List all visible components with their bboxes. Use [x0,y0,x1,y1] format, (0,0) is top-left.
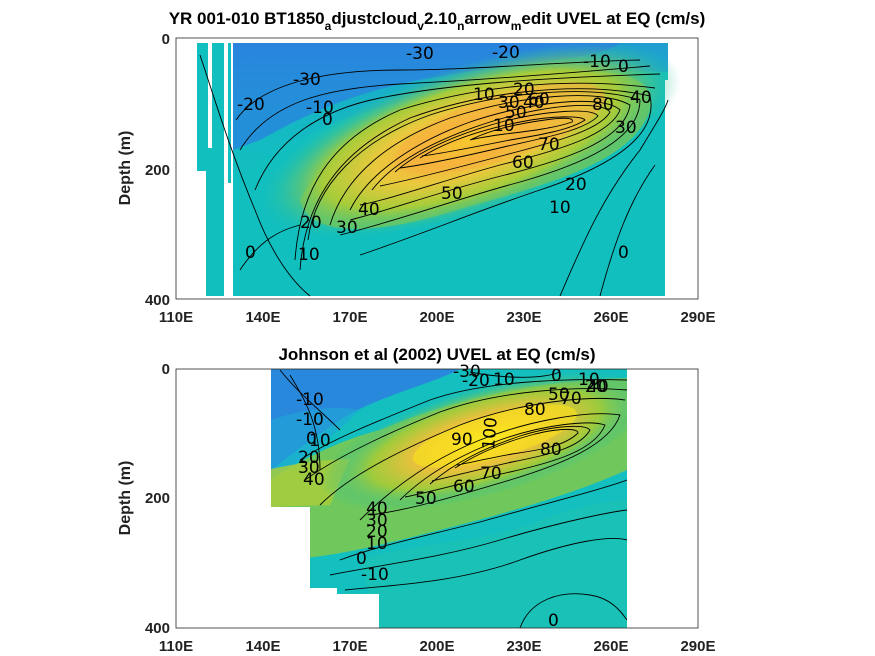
contour-label: -10 [296,410,324,430]
contour-label: 100 [479,416,502,450]
contour-label: 0 [306,429,317,449]
panel-2-y-axis: 0 200 400 Depth (m) [117,361,170,637]
contour-label: 20 [565,175,587,195]
contour-label: -20 [462,371,490,391]
x-tick-label: 260E [593,309,628,326]
contour-label: 40 [303,470,325,490]
y-tick-label: 400 [145,292,170,309]
contour-label: -10 [306,98,334,118]
contour-label: 80 [592,95,614,115]
contour-label: 60 [453,477,475,497]
panel-1-y-axis: 0 200 400 Depth (m) [117,31,170,309]
contour-label: 10 [298,245,320,265]
panel-2-x-axis: 110E 140E 170E 200E 230E 260E 290E [159,638,716,655]
contour-label: 90 [451,430,473,450]
contour-label: 0 [618,243,629,263]
x-tick-label: 140E [245,638,280,655]
x-tick-label: 290E [680,309,715,326]
panel-1-contour-labels: -30 -30 -20 -20 -10 0 -10 0 10 20 30 40 … [237,43,652,265]
x-tick-label: 110E [159,638,193,655]
panel-2-frame [175,368,699,629]
contour-label: 70 [560,389,582,409]
panel-2-contour-labels: -30 -20 10 0 10 20 50 70 40 -10 -10 0 10… [296,362,609,631]
contour-label: -10 [361,565,389,585]
contour-label: 0 [618,57,629,77]
contour-label: 0 [245,243,256,263]
contour-label: -10 [296,390,324,410]
contour-label: 10 [493,116,515,136]
contour-label: 70 [480,464,502,484]
contour-label: 20 [298,448,320,468]
panel-1-x-axis: 110E 140E 170E 200E 230E 260E 290E [159,309,716,326]
panel-1-contours [199,54,669,297]
contour-label: 50 [415,489,437,509]
contour-label: -30 [406,44,434,64]
x-tick-label: 200E [419,309,454,326]
panel-2-title: Johnson et al (2002) UVEL at EQ (cm/s) [278,345,595,364]
contour-label: 10 [493,370,515,390]
panel-1-frame [175,37,699,300]
contour-label: 10 [578,370,600,390]
contour-label: -10 [583,52,611,72]
contour-label: 70 [538,135,560,155]
contour-label: 10 [366,534,388,554]
contour-label: 20 [585,377,607,397]
contour-label: 0 [356,549,367,569]
panel-2-field [271,369,627,628]
y-tick-label: 400 [145,620,170,637]
contour-label: -20 [492,43,520,63]
x-tick-label: 230E [506,638,541,655]
contour-label: 40 [366,499,388,519]
contour-label: 60 [512,153,534,173]
contour-label: 30 [615,118,637,138]
y-tick-label: 200 [145,162,170,179]
contour-label: 40 [358,200,380,220]
contour-label: -30 [453,362,481,382]
contour-label: 10 [549,198,571,218]
contour-label: 0 [548,611,559,631]
contour-label: 40 [630,88,652,108]
contour-label: 30 [336,218,358,238]
panel-1-title: YR 001-010 BT1850adjustcloudv2.10narrowm… [169,9,706,33]
y-axis-label: Depth (m) [117,131,134,206]
contour-label: 20 [300,213,322,233]
contour-label: 30 [298,458,320,478]
contour-label: 30 [498,93,520,113]
y-tick-label: 0 [162,31,170,48]
panel-2: Johnson et al (2002) UVEL at EQ (cm/s) [117,345,716,655]
contour-label: 20 [513,80,535,100]
y-tick-label: 0 [162,361,170,378]
y-axis-label: Depth (m) [117,461,134,536]
contour-label: 20 [366,522,388,542]
y-tick-label: 200 [145,490,170,507]
contour-label: 10 [473,85,495,105]
contour-label: 50 [441,184,463,204]
contour-label: 0 [551,366,562,386]
panel-1: YR 001-010 BT1850adjustcloudv2.10narrowm… [117,9,716,326]
x-tick-label: 260E [593,638,628,655]
contour-label: 30 [366,511,388,531]
x-tick-label: 170E [332,638,367,655]
x-tick-label: 290E [680,638,715,655]
x-tick-label: 110E [159,309,193,326]
contour-label: 50 [548,385,570,405]
contour-label: 80 [540,440,562,460]
contour-label: 40 [587,377,609,397]
x-tick-label: 230E [506,309,541,326]
contour-label: 0 [322,110,333,130]
contour-label: 60 [528,90,550,110]
contour-label: 10 [309,431,331,451]
contour-label: 40 [523,93,545,113]
contour-label: 80 [524,400,546,420]
contour-label: -20 [237,95,265,115]
x-tick-label: 170E [332,309,367,326]
x-tick-label: 140E [245,309,280,326]
panel-2-contours [279,369,627,628]
contour-label: -30 [293,70,321,90]
x-tick-label: 200E [419,638,454,655]
contour-label: 50 [505,103,527,123]
